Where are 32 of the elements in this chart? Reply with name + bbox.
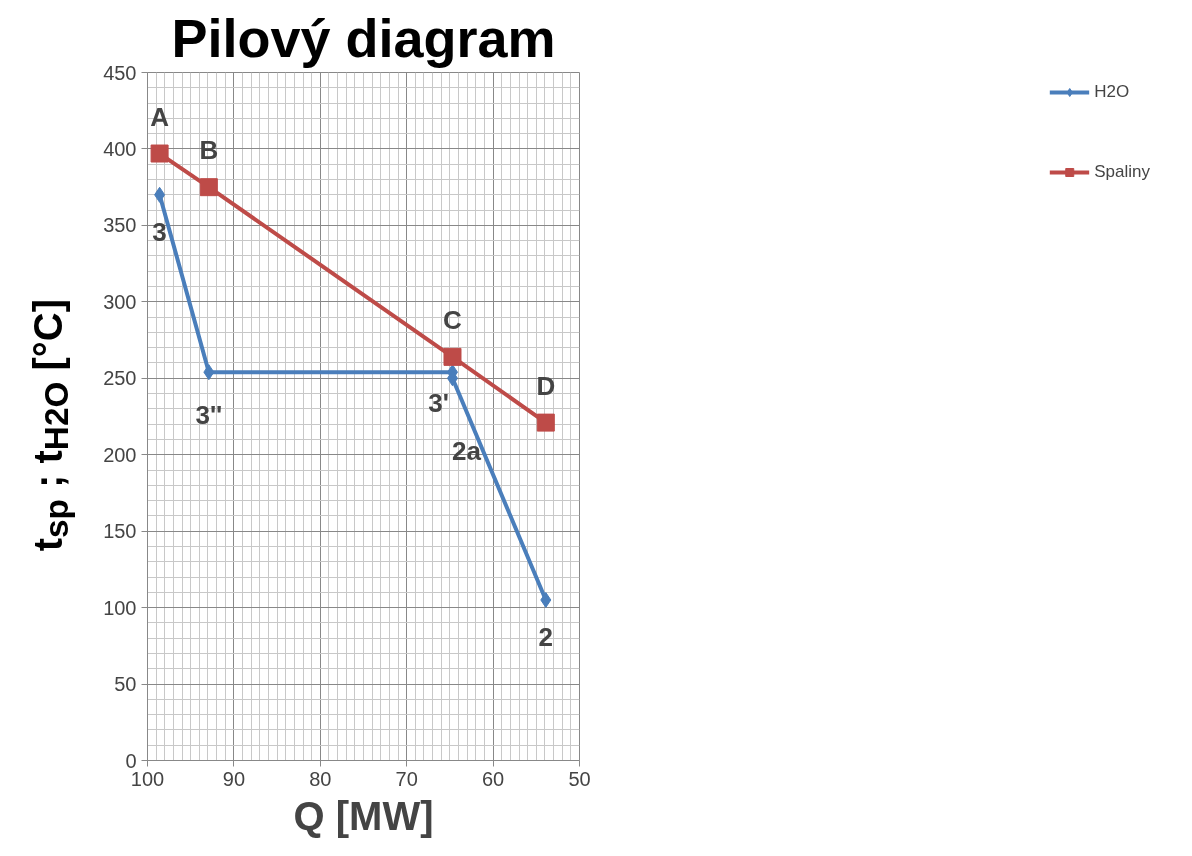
annotation: D [536,370,556,401]
x-axis-title: Q [MW] [293,793,434,838]
point [199,178,218,197]
legend-label: H2O [1094,82,1130,102]
x-tick-label: 50 [568,767,591,790]
y-tick-label: 50 [114,673,137,696]
y-tick-label: 200 [103,443,137,466]
annotation: 2 [538,621,554,652]
point [154,186,166,203]
point [443,347,462,366]
point [150,144,169,163]
annotation: C [443,304,463,335]
y-tick-label: 100 [103,596,137,619]
point [536,413,555,432]
y-tick-label: 450 [103,61,137,84]
y-tick-label: 150 [103,520,137,543]
annotation: 3' [428,388,449,419]
y-tick-label: 300 [103,290,137,313]
y-tick-label: 250 [103,367,137,390]
point [203,364,215,381]
annotation: 3 [152,216,167,247]
x-tick-label: 80 [309,767,332,790]
annotation: A [150,101,170,132]
y-tick-label: 400 [103,137,137,160]
y-tick-label: 350 [103,214,137,237]
chart-title: Pilový diagram [171,7,556,68]
x-tick-label: 90 [222,767,246,790]
x-tick-label: 70 [395,767,418,790]
point [540,591,552,608]
x-tick-label: 60 [481,767,505,790]
legend-label: Spaliny [1094,162,1150,182]
annotation: 3'' [195,400,223,431]
